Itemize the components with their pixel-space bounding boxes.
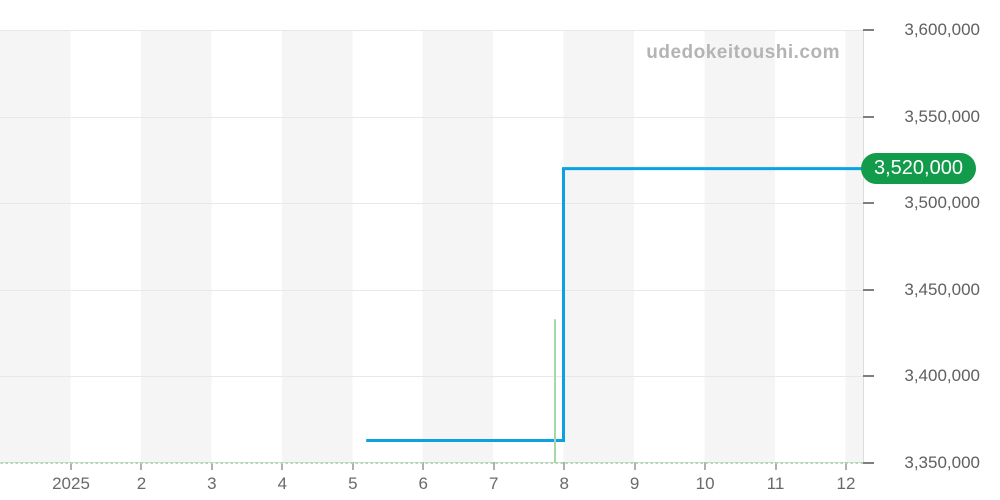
month-stripe-bands bbox=[0, 30, 863, 463]
y-axis-label: 3,550,000 bbox=[904, 106, 980, 126]
x-axis-label: 2 bbox=[136, 474, 147, 493]
x-axis-label: 3 bbox=[207, 474, 217, 493]
gridline bbox=[0, 203, 863, 205]
x-axis-tick bbox=[633, 462, 636, 470]
plot-area bbox=[0, 30, 864, 463]
x-axis-tick bbox=[563, 462, 566, 470]
x-axis-label: 7 bbox=[488, 474, 499, 493]
x-axis-tick bbox=[422, 462, 425, 470]
x-axis-label: 6 bbox=[418, 474, 428, 493]
x-axis-label: 10 bbox=[695, 474, 715, 493]
x-axis-label: 4 bbox=[277, 474, 288, 493]
y-axis-label: 3,600,000 bbox=[904, 20, 980, 39]
y-axis-tick bbox=[863, 29, 874, 31]
y-axis-label: 3,450,000 bbox=[904, 279, 980, 299]
x-axis-label: 11 bbox=[766, 474, 785, 493]
x-axis-label: 8 bbox=[559, 474, 569, 493]
y-axis-label: 3,400,000 bbox=[904, 366, 980, 386]
x-axis-label: 5 bbox=[348, 474, 358, 493]
x-axis-tick bbox=[704, 462, 707, 470]
y-axis-tick bbox=[863, 115, 874, 118]
x-axis-label: 12 bbox=[836, 474, 856, 493]
y-axis-label: 3,350,000 bbox=[904, 453, 980, 472]
y-axis-tick bbox=[863, 288, 874, 291]
x-axis-tick bbox=[70, 462, 72, 470]
watermark: udedokeitoushi.com bbox=[646, 42, 840, 63]
gridline bbox=[0, 376, 863, 378]
x-axis-tick bbox=[140, 462, 143, 470]
x-axis-tick bbox=[844, 462, 847, 470]
x-axis-tick bbox=[351, 462, 354, 470]
x-axis-tick bbox=[281, 462, 284, 470]
y-axis-tick bbox=[863, 202, 874, 205]
gridline bbox=[0, 289, 863, 291]
y-axis-label: 3,500,000 bbox=[904, 193, 980, 213]
x-axis-line bbox=[0, 462, 863, 463]
x-axis-label: 2025 bbox=[52, 474, 90, 493]
gridline bbox=[0, 116, 863, 118]
x-axis-label: 9 bbox=[629, 474, 640, 493]
y-axis-tick bbox=[863, 462, 874, 464]
y-axis-tick bbox=[863, 375, 874, 378]
x-axis-tick bbox=[492, 462, 495, 470]
x-axis-tick bbox=[774, 462, 777, 470]
gridline bbox=[0, 30, 863, 31]
x-axis-tick bbox=[210, 462, 213, 470]
current-price-badge: 3,520,000 bbox=[861, 153, 976, 185]
y-axis-line bbox=[863, 30, 864, 463]
